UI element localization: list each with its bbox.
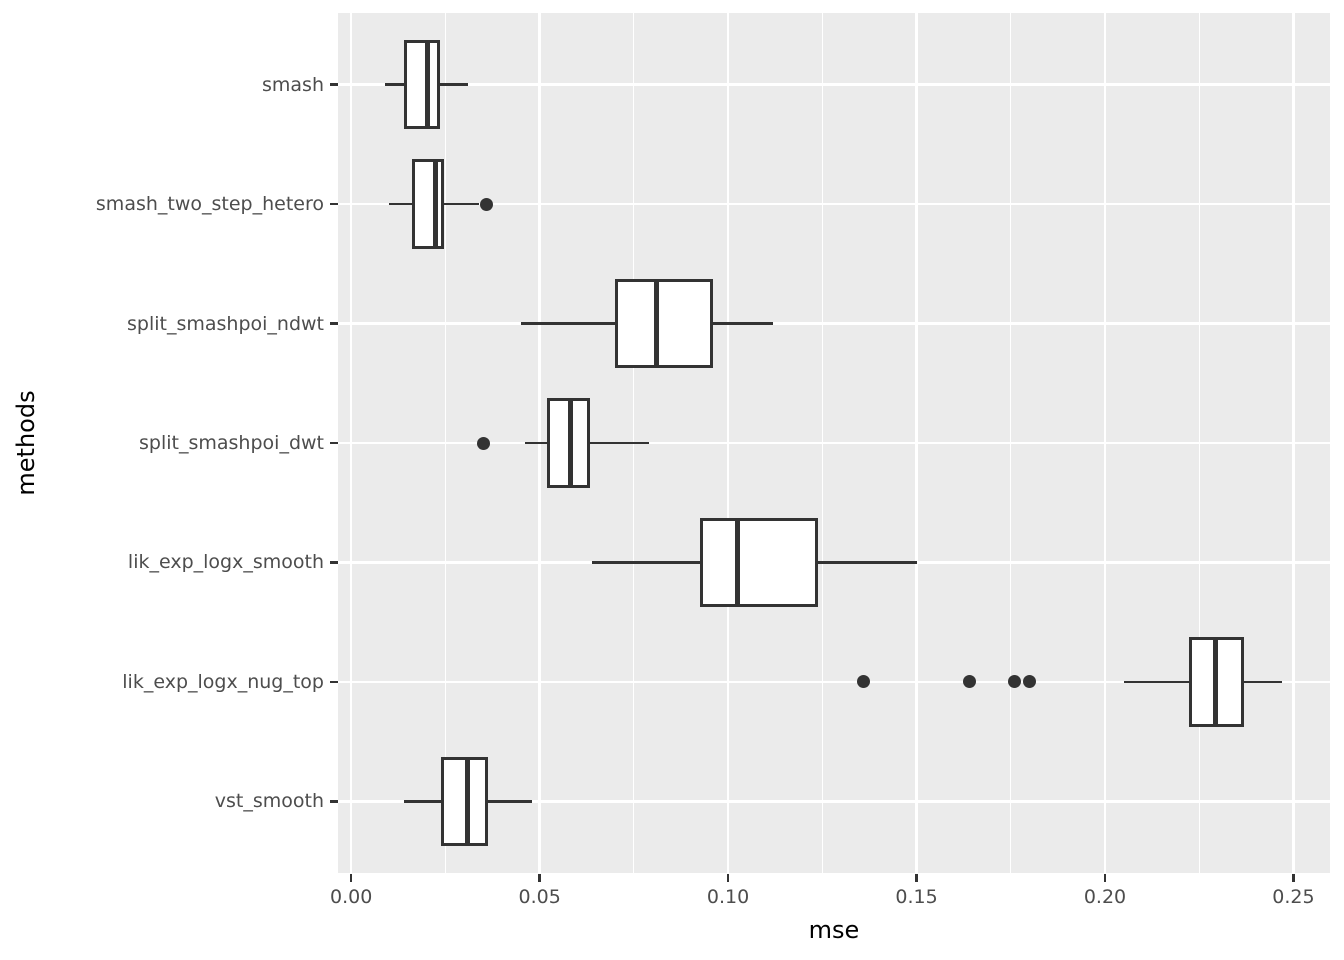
median-line [567,401,573,485]
gridline-major-horizontal [338,202,1330,206]
x-axis-tick [349,874,353,882]
x-axis-tick-label: 0.15 [895,886,938,908]
whisker-right [816,561,917,564]
gridline-major-horizontal [338,441,1330,445]
x-axis-tick [915,874,918,882]
x-axis-tick [538,874,541,882]
box [411,159,444,249]
x-axis-tick-label: 0.25 [1272,886,1315,908]
whisker-left [385,83,406,86]
whisker-right [442,202,480,206]
y-axis-tick [330,322,338,325]
box [440,756,489,847]
median-line [432,162,438,246]
outlier-point [1008,675,1022,689]
x-axis-tick [726,874,730,882]
whisker-left [592,561,702,564]
gridline-major-horizontal [338,800,1330,803]
whisker-right [588,441,649,445]
median-line [424,42,430,127]
box [700,517,819,608]
box [403,39,441,130]
y-axis-tick [330,441,338,445]
x-axis-tick [1292,874,1295,882]
y-axis-tick [330,800,338,803]
y-axis-tick [330,83,338,86]
outlier-point [857,675,871,689]
x-axis-tick-label: 0.20 [1083,886,1127,908]
median-line [1212,640,1218,724]
y-axis-tick-label: split_smashpoi_dwt [139,432,324,454]
outlier-point [480,197,494,211]
y-axis-tick [330,680,338,684]
gridline-major-horizontal [338,680,1330,684]
median-line [654,281,660,366]
y-axis-title: methods [12,390,40,496]
y-axis-tick [330,561,338,564]
gridline-major-horizontal [338,83,1330,86]
whisker-left [520,322,617,325]
whisker-left [403,800,443,803]
x-axis-tick [1103,874,1107,882]
box [615,278,714,369]
whisker-right [486,800,533,803]
whisker-left [388,202,414,206]
y-axis-tick-label: lik_exp_logx_smooth [127,551,324,574]
outlier-point [962,675,976,689]
x-axis-tick-label: 0.10 [706,886,750,908]
y-axis-tick-label: lik_exp_logx_nug_top [122,670,324,693]
median-line [464,759,470,844]
plot-panel [338,13,1330,873]
y-axis-tick-label: smash_two_step_hetero [95,193,324,216]
outlier-point [1023,675,1037,689]
y-axis-tick [330,202,338,206]
whisker-left [1123,680,1191,684]
y-axis-tick-label: split_smashpoi_ndwt [126,312,324,335]
gridline-major-horizontal [338,322,1330,325]
median-line [735,520,741,605]
whisker-right [711,322,774,325]
outlier-point [476,436,490,450]
whisker-right [1242,680,1283,684]
x-axis-tick-label: 0.00 [330,886,373,908]
whisker-left [524,441,549,445]
x-axis-title: mse [808,916,860,944]
y-axis-tick-label: vst_smooth [214,790,324,813]
y-axis-tick-label: smash [262,73,324,96]
whisker-right [438,83,469,86]
x-axis-tick-label: 0.05 [518,886,561,908]
